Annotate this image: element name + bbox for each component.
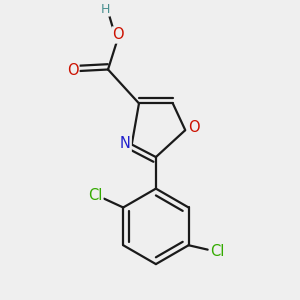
Text: O: O [188, 120, 199, 135]
Text: O: O [112, 28, 124, 43]
Text: Cl: Cl [88, 188, 102, 203]
Text: Cl: Cl [210, 244, 224, 259]
Text: N: N [120, 136, 131, 152]
Text: H: H [100, 2, 110, 16]
Text: O: O [67, 64, 78, 79]
